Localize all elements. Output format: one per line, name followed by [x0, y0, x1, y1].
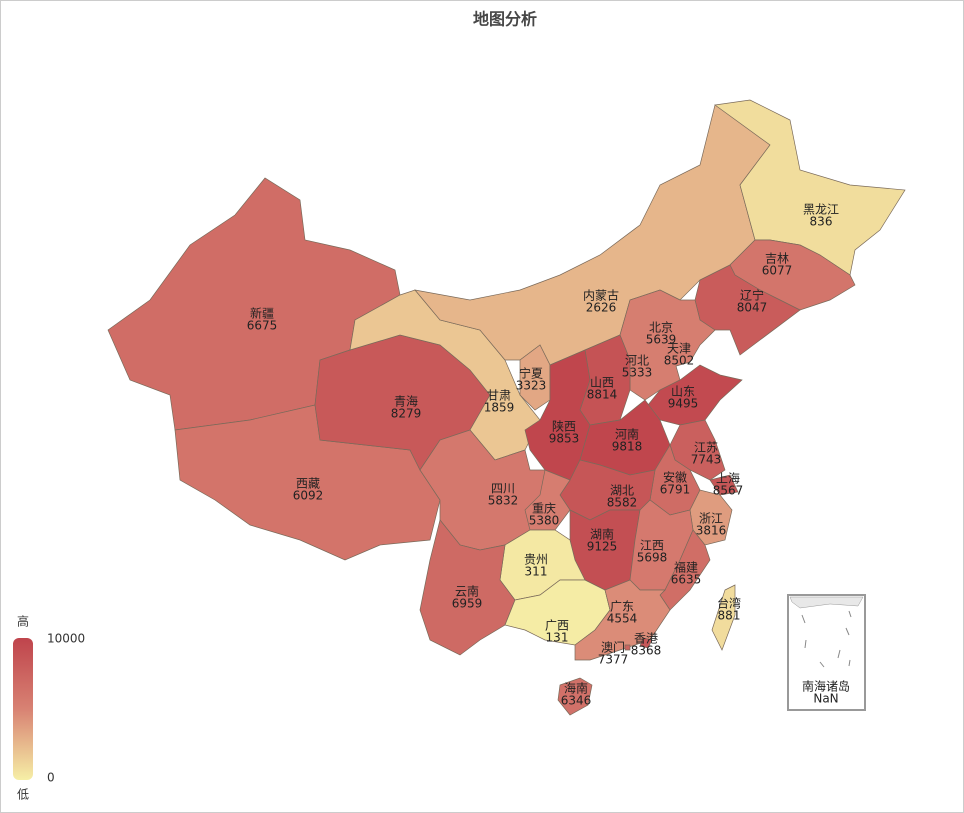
province-name: 山西 [590, 376, 614, 390]
province-name: 广西 [545, 619, 569, 633]
map: 新疆6675西藏6092青海8279甘肃1859内蒙古2626黑龙江836吉林6… [107, 99, 906, 716]
province-value: 836 [810, 215, 833, 229]
province-value: 8567 [713, 484, 744, 498]
province-name: 安徽 [663, 470, 687, 485]
province-value: 9818 [612, 440, 643, 454]
province-value: 5832 [488, 494, 519, 508]
visual-map-high: 高 [17, 614, 29, 629]
province-value: 5333 [622, 366, 653, 380]
province-name: 四川 [491, 482, 515, 496]
province-value: 1859 [484, 401, 515, 415]
province-value: 3816 [696, 524, 727, 538]
province-name: 海南 [564, 681, 588, 696]
province-value: 6635 [671, 573, 702, 587]
province-name: 浙江 [699, 512, 723, 526]
province-name: 北京 [649, 321, 673, 335]
province-name: 河南 [615, 427, 639, 442]
province-value: 6346 [561, 694, 592, 708]
province-value: 7743 [691, 453, 722, 467]
province-name: 西藏 [296, 477, 320, 491]
inset-value: NaN [813, 692, 838, 706]
province-value: 8047 [737, 301, 768, 315]
inset-name: 南海诸岛 [802, 679, 850, 694]
province-value: 131 [546, 631, 569, 645]
province-name: 山东 [671, 385, 695, 399]
province-value: 6791 [660, 483, 691, 497]
visual-map[interactable]: 高 低 10000 0 [13, 614, 85, 802]
province-value: 9125 [587, 540, 618, 554]
province-value: 8502 [664, 354, 695, 368]
province-value: 8814 [587, 388, 618, 402]
province-name: 甘肃 [487, 389, 511, 403]
province-value: 7377 [598, 653, 629, 667]
province-value: 3323 [516, 379, 547, 393]
province-name: 台湾 [717, 596, 741, 611]
visual-map-bar[interactable] [13, 638, 33, 780]
province-name: 青海 [394, 394, 418, 409]
visual-map-max: 10000 [47, 632, 85, 646]
province-value: 6092 [293, 489, 324, 503]
province-value: 8368 [631, 644, 662, 658]
province-name: 香港 [634, 632, 658, 646]
province-name: 江苏 [694, 441, 718, 455]
province [639, 637, 653, 649]
province-name: 辽宁 [740, 288, 764, 303]
province-value: 6675 [247, 319, 278, 333]
province-name: 贵州 [524, 553, 548, 567]
province-value: 311 [525, 565, 548, 579]
province-value: 8582 [607, 496, 638, 510]
province-name: 宁夏 [519, 366, 543, 381]
province-name: 陕西 [552, 419, 576, 434]
province [557, 677, 593, 716]
province-name: 澳门 [601, 640, 625, 655]
province-name: 吉林 [765, 252, 789, 266]
province [624, 644, 631, 651]
inset-box: 南海诸岛 NaN [787, 594, 866, 711]
province-value: 5639 [646, 333, 677, 347]
province-name: 重庆 [532, 502, 556, 516]
province-name: 福建 [674, 560, 698, 575]
province-name: 内蒙古 [583, 288, 619, 303]
visual-map-low: 低 [17, 788, 29, 802]
province-value: 5698 [637, 551, 668, 565]
province [709, 474, 739, 496]
province-name: 云南 [455, 584, 479, 599]
province-value: 6959 [452, 597, 483, 611]
province-value: 881 [718, 609, 741, 623]
province-value: 9495 [668, 397, 699, 411]
province-name: 河北 [625, 354, 649, 368]
province [714, 99, 906, 276]
chart-title: 地图分析 [473, 10, 537, 29]
province-value: 9853 [549, 432, 580, 446]
province-value: 4554 [607, 612, 638, 626]
province-name: 湖南 [590, 527, 614, 542]
visual-map-min: 0 [47, 771, 55, 785]
province-value: 8279 [391, 407, 422, 421]
province-name: 湖北 [610, 483, 634, 498]
province-name: 新疆 [250, 306, 274, 321]
province-value: 2626 [586, 301, 617, 315]
province-name: 上海 [716, 471, 740, 486]
province-name: 江西 [640, 539, 664, 553]
province [711, 584, 736, 651]
province-name: 天津 [667, 342, 691, 356]
province-value: 6077 [762, 264, 793, 278]
province-value: 5380 [529, 514, 560, 528]
province-name: 广东 [610, 600, 634, 614]
province-name: 黑龙江 [803, 203, 839, 217]
